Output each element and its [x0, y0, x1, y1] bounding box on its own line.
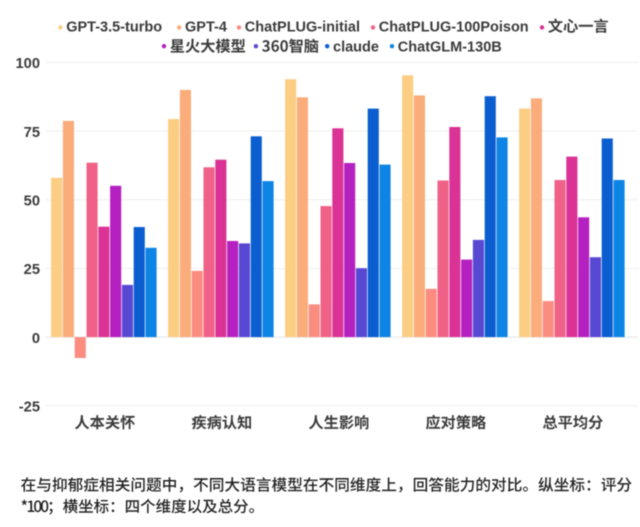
svg-text:GPT-3.5-turbo: GPT-3.5-turbo: [66, 20, 162, 36]
svg-text:-25: -25: [19, 400, 40, 416]
svg-text:ChatPLUG-initial: ChatPLUG-initial: [245, 20, 360, 36]
svg-text:ChatGLM-130B: ChatGLM-130B: [398, 40, 502, 56]
svg-text:75: 75: [24, 125, 40, 141]
svg-text:0: 0: [32, 331, 40, 347]
svg-text:50: 50: [24, 194, 40, 210]
svg-text:25: 25: [24, 262, 40, 278]
svg-text:100: 100: [15, 56, 40, 72]
svg-text:ChatPLUG-100Poison: ChatPLUG-100Poison: [379, 20, 529, 36]
svg-text:GPT-4: GPT-4: [185, 20, 227, 36]
svg-text:claude: claude: [333, 40, 379, 56]
